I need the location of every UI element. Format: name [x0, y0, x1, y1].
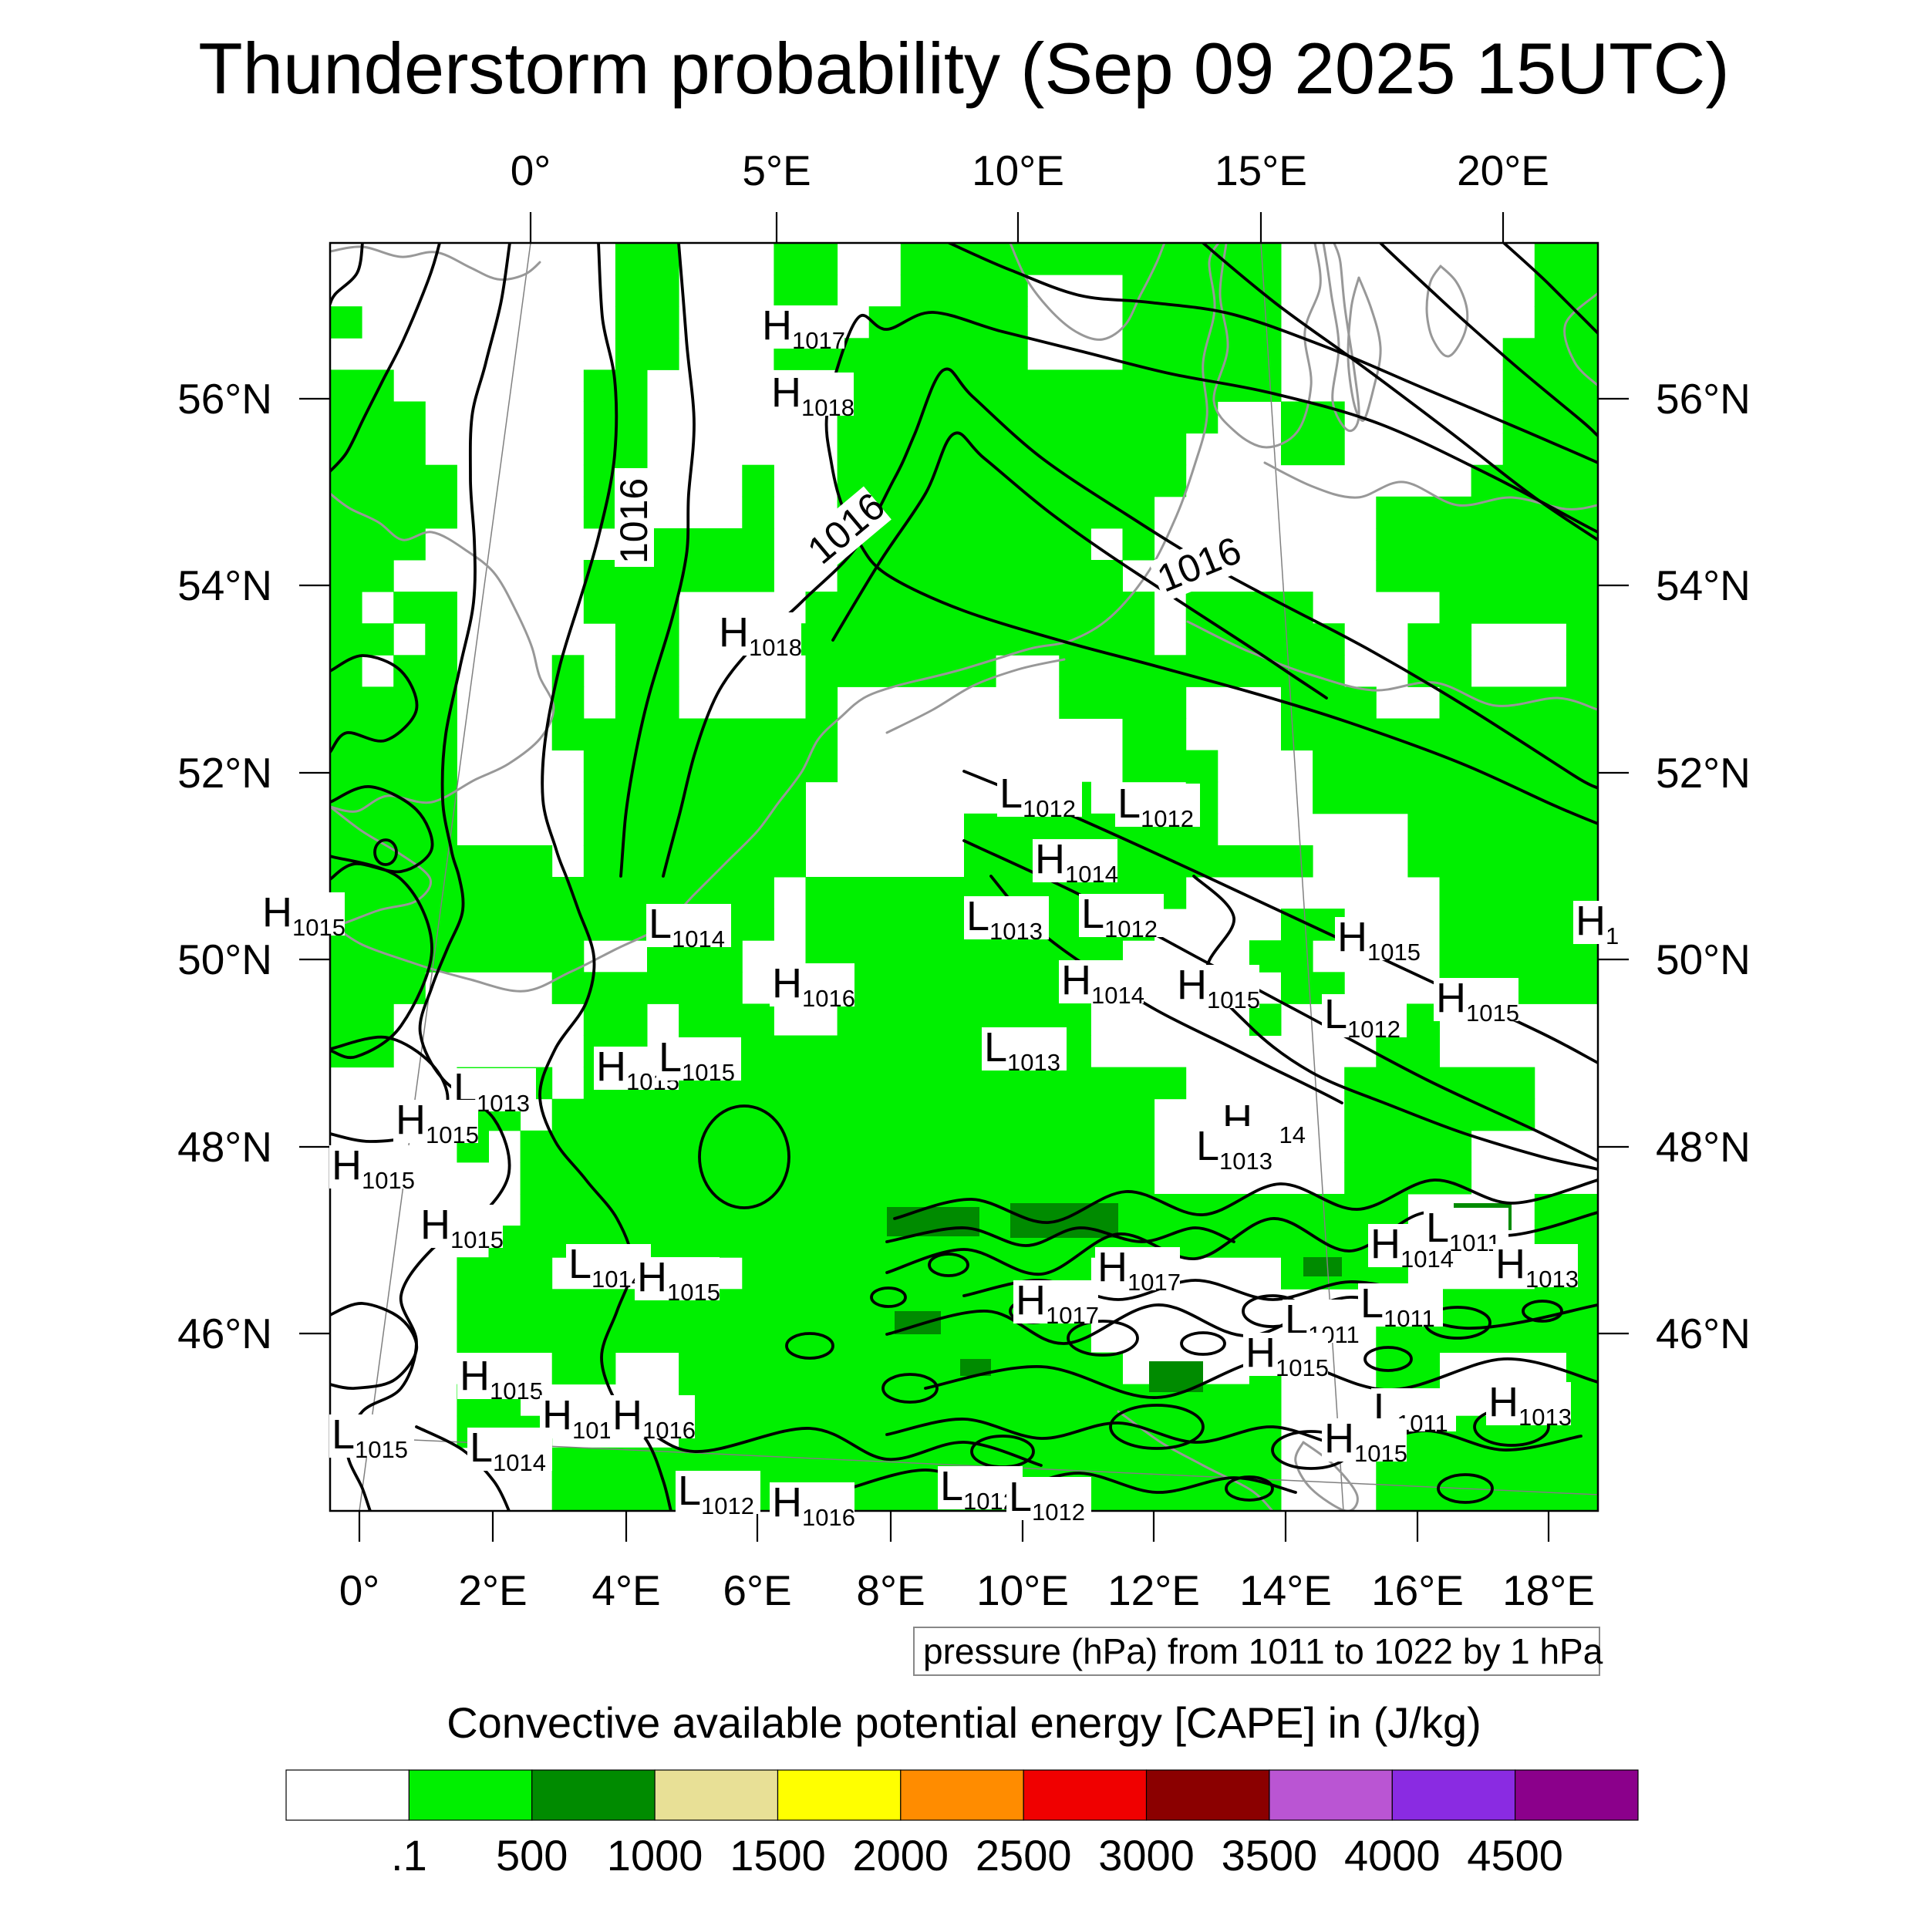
- svg-text:3500: 3500: [1222, 1831, 1318, 1880]
- svg-text:1000: 1000: [607, 1831, 703, 1880]
- svg-text:4°E: 4°E: [592, 1566, 660, 1614]
- svg-text:56°N: 56°N: [1656, 375, 1751, 423]
- svg-text:10°E: 10°E: [972, 147, 1064, 194]
- svg-text:10°E: 10°E: [976, 1566, 1069, 1614]
- svg-text:1016: 1016: [612, 478, 656, 564]
- svg-text:L1011: L1011: [1360, 1280, 1435, 1332]
- svg-text:1500: 1500: [730, 1831, 826, 1880]
- svg-text:20°E: 20°E: [1457, 147, 1549, 194]
- svg-text:H1017: H1017: [762, 302, 845, 354]
- svg-text:54°N: 54°N: [1656, 561, 1751, 609]
- svg-text:Convective available potential: Convective available potential energy [C…: [447, 1698, 1481, 1747]
- svg-text:2000: 2000: [853, 1831, 949, 1880]
- svg-text:2500: 2500: [976, 1831, 1072, 1880]
- svg-text:pressure (hPa) from 1011 to 10: pressure (hPa) from 1011 to 1022 by 1 hP…: [923, 1631, 1603, 1671]
- svg-text:15°E: 15°E: [1215, 147, 1307, 194]
- svg-text:48°N: 48°N: [1656, 1123, 1751, 1171]
- svg-text:54°N: 54°N: [177, 561, 272, 609]
- svg-text:2°E: 2°E: [458, 1566, 527, 1614]
- svg-text:H1018: H1018: [719, 609, 802, 661]
- svg-text:50°N: 50°N: [177, 936, 272, 983]
- svg-text:Thunderstorm probability (Sep: Thunderstorm probability (Sep 09 2025 15…: [198, 28, 1729, 109]
- svg-text:14°E: 14°E: [1239, 1566, 1332, 1614]
- svg-text:52°N: 52°N: [1656, 749, 1751, 797]
- svg-text:500: 500: [496, 1831, 568, 1880]
- svg-text:12°E: 12°E: [1107, 1566, 1200, 1614]
- svg-text:4000: 4000: [1344, 1831, 1441, 1880]
- svg-text:0°: 0°: [339, 1566, 380, 1614]
- svg-text:3000: 3000: [1098, 1831, 1195, 1880]
- svg-text:56°N: 56°N: [177, 375, 272, 423]
- svg-text:8°E: 8°E: [856, 1566, 925, 1614]
- svg-text:16°E: 16°E: [1371, 1566, 1464, 1614]
- svg-text:18°E: 18°E: [1502, 1566, 1595, 1614]
- svg-text:46°N: 46°N: [177, 1310, 272, 1357]
- svg-text:46°N: 46°N: [1656, 1310, 1751, 1357]
- svg-text:5°E: 5°E: [742, 147, 811, 194]
- svg-text:0°: 0°: [511, 147, 551, 194]
- svg-text:50°N: 50°N: [1656, 936, 1751, 983]
- svg-text:6°E: 6°E: [723, 1566, 791, 1614]
- svg-text:48°N: 48°N: [177, 1123, 272, 1171]
- svg-text:.1: .1: [391, 1831, 427, 1880]
- svg-text:52°N: 52°N: [177, 749, 272, 797]
- svg-text:4500: 4500: [1467, 1831, 1563, 1880]
